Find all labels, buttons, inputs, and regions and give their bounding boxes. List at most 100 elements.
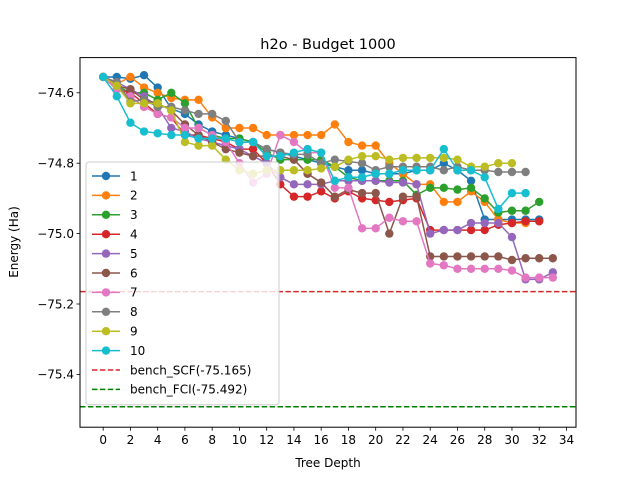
data-point bbox=[139, 99, 149, 108]
data-point bbox=[112, 81, 121, 90]
data-point bbox=[425, 153, 435, 163]
y-tick-label: −74.6 bbox=[37, 86, 74, 100]
data-point bbox=[180, 130, 190, 140]
legend-label: 2 bbox=[130, 189, 138, 203]
data-point bbox=[330, 192, 340, 201]
data-point bbox=[235, 123, 244, 133]
data-point bbox=[126, 118, 135, 127]
data-point bbox=[289, 192, 299, 201]
y-axis-label: Energy (Ha) bbox=[7, 206, 21, 278]
legend-label: bench_SCF(-75.165) bbox=[130, 363, 251, 377]
data-point bbox=[439, 183, 449, 193]
data-point bbox=[357, 141, 367, 150]
data-point bbox=[453, 197, 462, 207]
legend-swatch-marker bbox=[101, 249, 111, 258]
data-point bbox=[371, 141, 380, 150]
data-point bbox=[385, 155, 394, 164]
data-point bbox=[235, 137, 244, 147]
data-point bbox=[221, 116, 231, 126]
data-point bbox=[153, 109, 162, 119]
x-tick-label: 12 bbox=[259, 433, 274, 447]
data-point bbox=[466, 183, 476, 193]
data-point bbox=[167, 106, 176, 115]
data-point bbox=[180, 99, 190, 108]
data-point bbox=[126, 72, 135, 82]
data-point bbox=[330, 155, 340, 164]
legend-label: 9 bbox=[130, 325, 138, 339]
data-point bbox=[521, 254, 530, 263]
data-point bbox=[194, 123, 203, 133]
legend-label: 5 bbox=[130, 247, 138, 261]
data-point bbox=[316, 178, 326, 187]
data-point bbox=[398, 153, 408, 163]
data-point bbox=[453, 166, 462, 175]
data-point bbox=[412, 180, 421, 189]
data-point bbox=[289, 148, 299, 157]
data-point bbox=[548, 273, 558, 282]
data-point bbox=[98, 72, 108, 82]
data-point bbox=[507, 232, 517, 242]
data-point bbox=[521, 206, 530, 215]
data-point bbox=[303, 144, 312, 154]
data-point bbox=[385, 178, 394, 187]
data-point bbox=[194, 109, 203, 119]
data-point bbox=[194, 134, 203, 143]
legend-label: 6 bbox=[130, 266, 138, 280]
data-point bbox=[371, 188, 380, 198]
data-point bbox=[398, 192, 408, 201]
data-point bbox=[466, 225, 476, 235]
data-point bbox=[480, 173, 489, 182]
data-point bbox=[494, 167, 503, 177]
data-point bbox=[153, 129, 162, 138]
data-point bbox=[398, 178, 408, 187]
data-point bbox=[289, 166, 299, 175]
data-point bbox=[344, 137, 353, 147]
data-point bbox=[167, 130, 176, 140]
x-tick-label: 28 bbox=[477, 433, 492, 447]
data-point bbox=[521, 273, 530, 282]
data-point bbox=[194, 95, 203, 105]
series-line bbox=[102, 76, 554, 281]
data-point bbox=[507, 206, 517, 215]
legend-label: 3 bbox=[130, 208, 138, 222]
legend-swatch-marker bbox=[101, 171, 111, 181]
data-point bbox=[439, 166, 449, 175]
data-point bbox=[221, 144, 231, 154]
data-point bbox=[330, 183, 340, 193]
x-tick-label: 6 bbox=[181, 433, 189, 447]
data-point bbox=[316, 187, 326, 196]
data-point bbox=[412, 192, 421, 201]
x-tick-label: 8 bbox=[208, 433, 216, 447]
y-ticks: −74.6 −74.8 −75.0 −75.2 −75.4 bbox=[37, 86, 80, 382]
data-point bbox=[262, 144, 271, 154]
y-tick-label: −74.8 bbox=[37, 157, 74, 171]
data-point bbox=[235, 148, 244, 157]
data-point bbox=[153, 99, 162, 108]
data-point bbox=[548, 254, 558, 263]
data-point bbox=[344, 183, 353, 193]
data-point bbox=[330, 120, 340, 129]
data-point bbox=[425, 183, 435, 193]
data-point bbox=[289, 180, 299, 189]
data-point bbox=[494, 218, 503, 228]
data-point bbox=[385, 169, 394, 178]
data-point bbox=[398, 166, 408, 175]
data-point bbox=[535, 217, 544, 226]
series-line bbox=[102, 76, 553, 279]
data-point bbox=[507, 255, 517, 265]
data-point bbox=[453, 225, 462, 235]
data-point bbox=[330, 162, 340, 171]
data-point bbox=[357, 188, 367, 198]
data-point bbox=[466, 176, 476, 185]
data-point bbox=[357, 224, 367, 233]
data-point bbox=[521, 167, 530, 177]
data-point bbox=[221, 134, 231, 143]
data-point bbox=[248, 151, 258, 161]
legend-label: 7 bbox=[130, 286, 138, 300]
x-tick-label: 14 bbox=[286, 433, 301, 447]
x-tick-label: 26 bbox=[450, 433, 465, 447]
legend-swatch-marker bbox=[101, 327, 111, 336]
data-point bbox=[480, 218, 489, 228]
x-tick-label: 18 bbox=[341, 433, 356, 447]
data-point bbox=[357, 173, 367, 182]
